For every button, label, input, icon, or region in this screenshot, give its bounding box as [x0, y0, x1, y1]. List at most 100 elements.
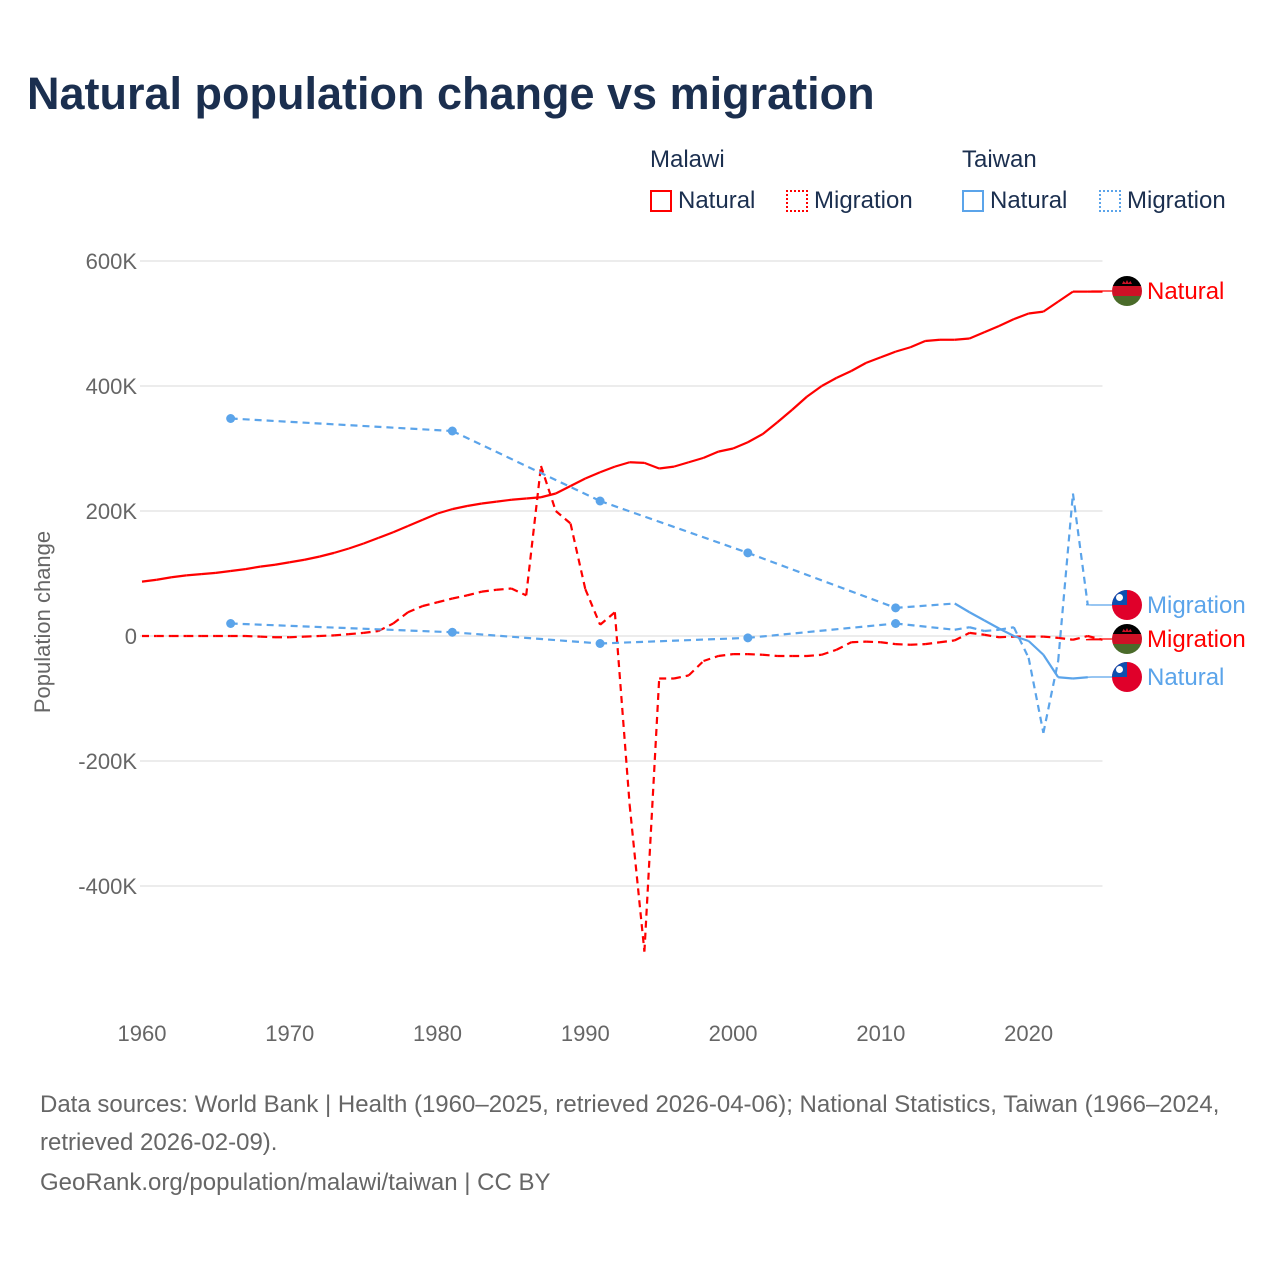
malawi-migration-segment — [407, 604, 424, 614]
taiwan-flag-icon — [1112, 662, 1142, 692]
malawi-natural-segment — [1013, 312, 1030, 321]
malawi-migration-label-connector — [1085, 638, 1112, 641]
malawi-migration-segment — [762, 653, 778, 658]
malawi-migration-segment — [260, 635, 276, 639]
legend-swatch-dotted — [1099, 190, 1121, 212]
malawi-migration-segment — [496, 587, 512, 591]
malawi-flag-icon — [1112, 624, 1142, 654]
malawi-migration-segment — [510, 587, 527, 597]
malawi-migration-segment — [422, 601, 438, 608]
legend-malawi-natural[interactable]: Natural — [650, 187, 755, 215]
malawi-natural-segment — [452, 504, 468, 511]
legend-label: Natural — [678, 187, 756, 214]
taiwan-natural-segment — [895, 602, 955, 609]
malawi-natural-label-connector — [1085, 290, 1112, 293]
malawi-natural-segment — [496, 498, 512, 503]
y-tick-label: 0 — [125, 624, 137, 649]
malawi-natural-segment — [1057, 290, 1074, 303]
malawi-migration-segment — [628, 804, 646, 952]
taiwan-migration-end-label: Migration — [1147, 592, 1246, 619]
taiwan-migration-segment — [600, 636, 748, 645]
malawi-migration-segment — [392, 611, 409, 625]
malawi-natural-segment — [570, 477, 586, 487]
x-tick-label: 1970 — [265, 1021, 314, 1046]
malawi-migration-segment — [613, 612, 631, 805]
malawi-natural-segment — [821, 376, 838, 387]
legend-malawi-migration[interactable]: Migration — [786, 187, 913, 215]
y-tick-label: -400K — [78, 874, 137, 899]
malawi-migration-segment — [806, 653, 822, 658]
malawi-natural-segment — [969, 331, 985, 340]
taiwan-natural-segment — [1072, 676, 1088, 680]
malawi-natural-segment — [540, 492, 557, 499]
malawi-migration-segment — [569, 523, 587, 590]
malawi-natural-segment — [895, 346, 911, 353]
x-tick-label: 2010 — [856, 1021, 905, 1046]
legend-taiwan-migration[interactable]: Migration — [1099, 187, 1226, 215]
malawi-migration-segment — [866, 640, 881, 644]
malawi-natural-segment — [333, 547, 350, 554]
malawi-migration-segment — [954, 631, 971, 642]
malawi-natural-segment — [983, 324, 1000, 334]
chart-title: Natural population change vs migration — [27, 68, 875, 119]
y-axis-label: Population change — [30, 531, 55, 713]
taiwan-migration-point — [595, 639, 605, 648]
malawi-migration-segment — [821, 648, 837, 656]
malawi-natural-segment — [289, 558, 305, 564]
malawi-natural-segment — [215, 569, 231, 574]
malawi-natural-segment — [156, 576, 172, 581]
malawi-natural-segment — [407, 518, 424, 528]
taiwan-natural-segment — [1013, 634, 1029, 643]
legend-taiwan-natural[interactable]: Natural — [962, 187, 1067, 215]
footer-sources: Data sources: World Bank | Health (1960–… — [40, 1091, 1220, 1156]
malawi-natural-segment — [230, 568, 246, 573]
malawi-migration-segment — [452, 594, 468, 600]
malawi-migration-segment — [1043, 635, 1059, 639]
taiwan-migration-segment — [969, 626, 985, 633]
malawi-natural-segment — [791, 395, 808, 411]
malawi-migration-segment — [969, 631, 985, 636]
malawi-natural-segment — [954, 337, 970, 341]
malawi-migration-segment — [334, 633, 349, 637]
malawi-migration-segment — [348, 631, 364, 636]
malawi-natural-segment — [703, 450, 719, 459]
malawi-migration-segment — [851, 640, 867, 644]
malawi-natural-segment — [850, 361, 867, 372]
malawi-natural-segment — [141, 578, 157, 583]
legend-label: Migration — [814, 187, 913, 214]
x-tick-label: 2000 — [709, 1021, 758, 1046]
malawi-natural-segment — [363, 536, 379, 545]
malawi-migration-segment — [525, 465, 543, 596]
malawi-natural-segment — [776, 408, 793, 424]
malawi-natural-segment — [437, 508, 453, 515]
taiwan-flag-icon — [1112, 590, 1142, 620]
x-tick-label: 1990 — [561, 1021, 610, 1046]
taiwan-natural-segment — [230, 417, 453, 433]
malawi-natural-segment — [511, 497, 527, 501]
malawi-natural-segment — [599, 465, 616, 474]
legend-swatch-dotted — [786, 190, 808, 212]
malawi-migration-segment — [555, 510, 572, 525]
malawi-migration-segment — [643, 678, 661, 952]
taiwan-natural-segment — [451, 430, 601, 502]
malawi-migration-end-label: Migration — [1147, 626, 1246, 653]
legend-swatch-solid — [650, 190, 672, 212]
x-tick-label: 1980 — [413, 1021, 462, 1046]
malawi-natural-segment — [732, 441, 749, 450]
malawi-migration-segment — [437, 597, 453, 604]
taiwan-migration-point — [743, 633, 753, 643]
malawi-natural-segment — [673, 461, 690, 468]
malawi-migration-segment — [1072, 634, 1088, 641]
malawi-natural-segment — [1042, 300, 1059, 313]
y-tick-label: 600K — [86, 249, 138, 274]
malawi-natural-segment — [747, 433, 764, 444]
malawi-natural-segment — [171, 574, 187, 579]
taiwan-natural-segment — [968, 611, 985, 622]
taiwan-natural-point — [743, 548, 753, 558]
footer-credit[interactable]: GeoRank.org/population/malawi/taiwan | C… — [40, 1169, 551, 1196]
taiwan-migration-segment — [954, 626, 970, 631]
malawi-migration-segment — [880, 641, 896, 646]
taiwan-migration-point — [226, 619, 236, 628]
taiwan-migration-segment — [747, 622, 896, 639]
